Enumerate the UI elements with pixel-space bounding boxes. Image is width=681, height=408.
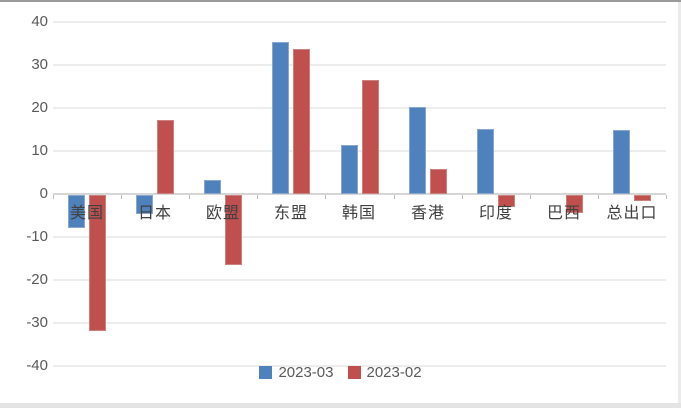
bar-2023-03-东盟 [272,42,289,194]
y-tick-label: 20 [31,99,48,116]
category-label: 日本 [137,205,172,222]
gridline [53,150,666,152]
bar-2023-02-印度 [498,195,515,207]
bar-2023-02-总出口 [634,195,651,201]
legend-item-2023-02: 2023-02 [347,364,422,381]
legend-label: 2023-02 [366,364,422,381]
y-tick-label: 40 [31,13,48,30]
category-label: 总出口 [606,205,658,222]
legend-label: 2023-03 [278,364,334,381]
gridline [53,21,666,23]
right-edge-strip [678,2,681,408]
bar-2023-03-日本 [136,195,153,214]
category-label: 印度 [478,205,513,222]
y-tick-label: -30 [26,314,48,331]
axis-tickmark [189,195,190,199]
gridline [53,322,666,324]
legend-item-2023-03: 2023-03 [259,364,334,381]
x-axis-line [53,193,666,195]
bar-2023-02-韩国 [362,80,379,194]
axis-tickmark [394,195,395,199]
gridline [53,107,666,109]
category-label: 东盟 [273,205,308,222]
bar-2023-03-总出口 [613,130,630,194]
bar-2023-02-美国 [89,195,106,331]
axis-tickmark [53,195,54,199]
category-label: 韩国 [341,205,376,222]
bar-2023-02-香港 [430,169,447,194]
category-label: 香港 [410,205,445,222]
axis-tickmark [598,195,599,199]
y-tick-label: 0 [39,185,48,202]
bar-2023-02-欧盟 [225,195,242,265]
y-tick-label: -20 [26,271,48,288]
bar-2023-02-巴西 [566,195,583,213]
axis-tickmark [462,195,463,199]
bar-2023-03-韩国 [341,145,358,194]
bar-2023-02-日本 [157,120,174,194]
axis-tickmark [121,195,122,199]
y-tick-label: 30 [31,56,48,73]
bar-2023-03-欧盟 [204,180,221,194]
category-label: 巴西 [546,205,581,222]
axis-tickmark [530,195,531,199]
category-label: 美国 [69,205,104,222]
category-label: 欧盟 [205,205,240,222]
gridline [53,236,666,238]
y-tick-label: -10 [26,228,48,245]
axis-tickmark [257,195,258,199]
bar-2023-03-印度 [477,129,494,194]
axis-tickmark [666,195,667,199]
legend-swatch [347,366,361,379]
axis-tickmark [325,195,326,199]
bar-2023-03-香港 [409,107,426,194]
legend: 2023-03 2023-02 [0,364,681,381]
bar-2023-02-东盟 [293,49,310,194]
bar-2023-03-美国 [68,195,85,228]
gridline [53,279,666,281]
gridline [53,64,666,66]
y-tick-label: 10 [31,142,48,159]
y-tick-label: -40 [26,357,48,374]
legend-swatch [259,366,273,379]
bottom-edge-strip [0,403,681,408]
